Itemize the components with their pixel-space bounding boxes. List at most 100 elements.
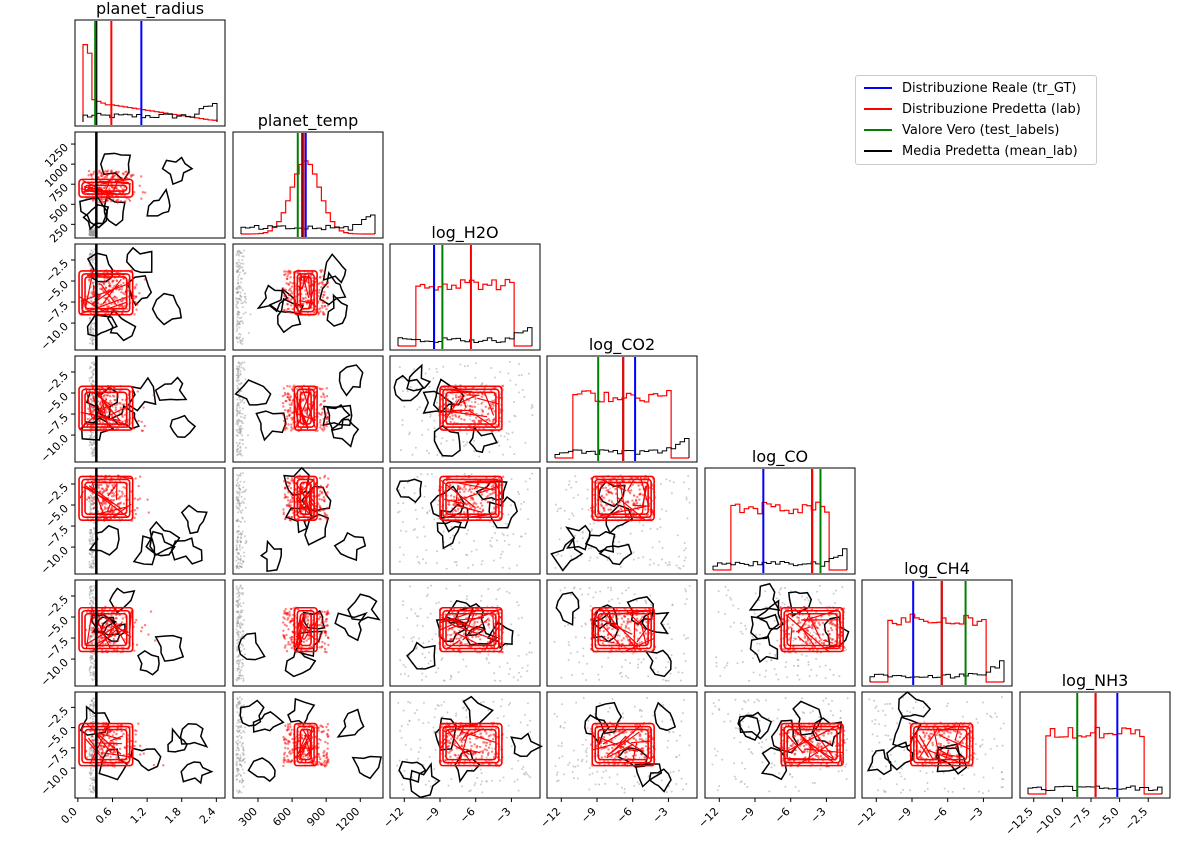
sample-point-gray bbox=[236, 376, 239, 379]
density-contour-red bbox=[102, 278, 122, 305]
sample-point-gray bbox=[508, 592, 511, 595]
sample-point-red bbox=[485, 496, 488, 499]
sample-point-gray bbox=[91, 232, 94, 235]
density-contour-red bbox=[465, 480, 502, 483]
sample-point-gray bbox=[421, 672, 424, 675]
sample-point-red bbox=[451, 510, 454, 514]
sample-point-gray bbox=[451, 392, 454, 395]
sample-point-gray bbox=[242, 312, 245, 315]
sample-point-red bbox=[327, 636, 330, 639]
sample-point-gray bbox=[88, 280, 91, 283]
sample-point-red bbox=[474, 400, 477, 404]
sample-point-red bbox=[116, 639, 120, 642]
sample-point-gray bbox=[244, 378, 247, 381]
sample-point-gray bbox=[402, 636, 405, 639]
sample-point-gray bbox=[242, 591, 245, 594]
sample-point-gray bbox=[417, 637, 420, 640]
density-contour-red bbox=[100, 283, 118, 306]
sample-point-red bbox=[285, 399, 288, 403]
density-contour-red bbox=[312, 386, 318, 392]
sample-point-red bbox=[126, 406, 130, 409]
sample-point-gray bbox=[568, 480, 571, 483]
sample-point-gray bbox=[506, 438, 509, 441]
sample-point-gray bbox=[565, 488, 568, 491]
sample-point-red bbox=[480, 504, 484, 507]
sample-point-gray bbox=[421, 433, 424, 436]
sample-point-red bbox=[135, 618, 138, 622]
sample-point-gray bbox=[618, 541, 621, 544]
sample-point-red bbox=[323, 304, 326, 308]
sample-point-red bbox=[296, 271, 299, 275]
sample-point-gray bbox=[236, 337, 239, 340]
sample-point-gray bbox=[520, 374, 523, 377]
sample-point-gray bbox=[632, 551, 635, 554]
sample-point-gray bbox=[239, 419, 242, 422]
sample-point-gray bbox=[520, 616, 523, 619]
sample-point-red bbox=[138, 184, 141, 188]
sample-point-red bbox=[454, 396, 458, 399]
sample-point-red bbox=[289, 304, 293, 307]
sample-point-red bbox=[102, 282, 105, 285]
sample-point-red bbox=[300, 308, 303, 312]
sample-point-red bbox=[99, 280, 103, 283]
sample-point-gray bbox=[89, 503, 92, 506]
sample-point-red bbox=[484, 498, 487, 502]
sample-point-red bbox=[137, 484, 140, 488]
sample-point-gray bbox=[670, 492, 673, 495]
panel-background bbox=[390, 244, 540, 350]
sample-point-gray bbox=[526, 670, 529, 673]
sample-point-red bbox=[285, 298, 289, 301]
sample-point-gray bbox=[237, 301, 240, 304]
sample-point-gray bbox=[458, 541, 461, 544]
sample-point-red bbox=[322, 625, 325, 628]
sample-point-red bbox=[136, 390, 139, 393]
sample-point-gray bbox=[237, 379, 240, 382]
sample-point-gray bbox=[513, 414, 516, 417]
sample-point-red bbox=[323, 499, 326, 503]
sample-point-gray bbox=[89, 590, 92, 593]
sample-point-red bbox=[286, 618, 289, 621]
sample-point-red bbox=[286, 477, 290, 480]
sample-point-red bbox=[289, 487, 293, 490]
sample-point-gray bbox=[88, 539, 91, 542]
density-contour-black bbox=[326, 293, 348, 327]
sample-point-gray bbox=[236, 412, 239, 415]
sample-point-gray bbox=[92, 450, 95, 453]
sample-point-red bbox=[122, 308, 125, 312]
sample-point-gray bbox=[420, 678, 423, 681]
density-contour-red bbox=[452, 409, 463, 412]
sample-point-red bbox=[463, 490, 466, 493]
sample-point-red bbox=[320, 632, 324, 635]
sample-point-gray bbox=[457, 510, 460, 513]
panel-log_CO-log_CO: log_CO bbox=[704, 447, 856, 575]
sample-point-gray bbox=[238, 625, 241, 628]
density-contour-black bbox=[234, 379, 272, 406]
sample-point-gray bbox=[239, 251, 242, 254]
sample-point-red bbox=[322, 313, 325, 316]
sample-point-red bbox=[100, 288, 103, 291]
sample-point-red bbox=[113, 284, 116, 288]
sample-point-red bbox=[322, 407, 325, 411]
sample-point-red bbox=[302, 302, 305, 305]
sample-point-gray bbox=[424, 485, 427, 488]
sample-point-gray bbox=[90, 671, 93, 674]
sample-point-gray bbox=[406, 616, 409, 619]
sample-point-gray bbox=[241, 443, 244, 446]
sample-point-red bbox=[112, 198, 115, 201]
sample-point-gray bbox=[243, 292, 246, 295]
sample-point-red bbox=[449, 640, 452, 644]
sample-point-red bbox=[290, 493, 293, 496]
sample-point-gray bbox=[237, 635, 240, 638]
density-contour-red bbox=[297, 413, 317, 421]
density-contour-red bbox=[84, 391, 128, 425]
sample-point-gray bbox=[489, 539, 492, 542]
sample-point-gray bbox=[406, 481, 409, 484]
sample-point-gray bbox=[235, 599, 238, 602]
density-contour-black bbox=[80, 417, 115, 441]
sample-point-gray bbox=[462, 658, 465, 661]
sample-point-red bbox=[631, 483, 635, 486]
sample-point-gray bbox=[507, 513, 510, 516]
sample-point-gray bbox=[235, 434, 238, 437]
sample-point-gray bbox=[452, 438, 455, 441]
sample-point-gray bbox=[425, 675, 428, 678]
